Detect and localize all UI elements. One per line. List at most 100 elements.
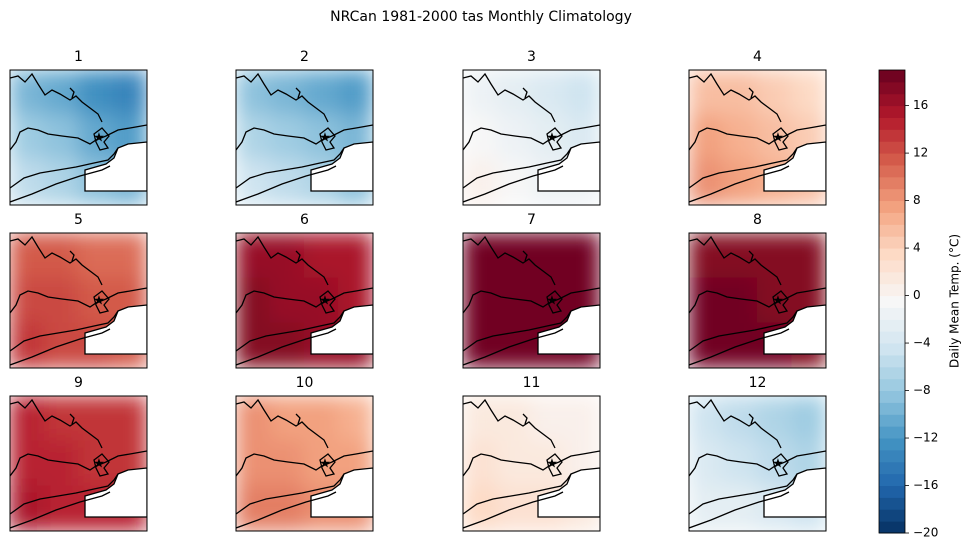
grid-cell — [10, 114, 45, 161]
colorbar-level — [879, 449, 905, 463]
panel-frame — [688, 69, 827, 206]
colorbar-frame — [878, 69, 906, 534]
colorbar-tick-label: 4 — [913, 241, 921, 255]
grid-cell — [463, 322, 498, 368]
city-marker: ★ — [772, 457, 784, 472]
panel-field: ★ — [10, 70, 147, 205]
colorbar-level — [879, 164, 905, 178]
coastline — [463, 287, 600, 314]
panel-frame — [9, 395, 148, 532]
colorbar-level — [879, 438, 905, 451]
grid-cell — [304, 233, 340, 279]
panel-title: 3 — [527, 49, 536, 65]
colorbar-level — [879, 176, 905, 190]
mask-region — [310, 141, 373, 192]
coastline — [236, 124, 373, 151]
coastline — [546, 290, 563, 314]
coastline — [295, 413, 301, 425]
coastline — [463, 235, 556, 286]
city-marker: ★ — [319, 294, 331, 309]
map-overlay: ★ — [236, 72, 373, 203]
grid-cell — [304, 396, 340, 442]
coastline — [236, 473, 345, 515]
grid-cell — [236, 322, 271, 368]
coastline — [236, 72, 329, 123]
grid-cell — [565, 396, 600, 442]
colorbar-level — [879, 295, 905, 308]
grid-cell — [236, 114, 271, 161]
coastline — [319, 290, 336, 314]
colorbar-tick-label: −20 — [913, 526, 938, 540]
colorbar-level — [879, 188, 905, 202]
mask-region — [84, 467, 147, 518]
colorbar-level — [879, 105, 905, 118]
colorbar-level — [879, 70, 905, 83]
colorbar-level — [879, 414, 905, 427]
grid-cell — [112, 233, 147, 279]
coastline — [689, 124, 826, 151]
panel-title: 4 — [753, 49, 762, 65]
city-marker: ★ — [319, 457, 331, 472]
mask-region — [763, 467, 826, 518]
grid-cell — [236, 485, 271, 531]
panel-field: ★ — [689, 233, 826, 368]
coastline — [10, 287, 147, 314]
panel-frame — [9, 232, 148, 369]
panel-title: 10 — [296, 375, 314, 391]
colorbar-level — [879, 343, 905, 356]
coastline — [319, 127, 336, 151]
coastline — [69, 413, 75, 425]
coastline — [93, 127, 110, 151]
map-overlay: ★ — [236, 235, 373, 366]
colorbar-tick-label: −16 — [913, 478, 938, 492]
map-overlay: ★ — [236, 398, 373, 529]
coastline — [10, 450, 147, 477]
coastline — [689, 310, 798, 352]
map-overlay: ★ — [10, 72, 147, 203]
grid-cell — [689, 277, 724, 324]
colorbar-level — [879, 248, 905, 261]
grid-cell — [78, 70, 114, 116]
grid-cell — [10, 440, 45, 487]
grid-cell — [236, 233, 271, 279]
panel-frame — [235, 395, 374, 532]
coastline — [319, 453, 336, 477]
coastline — [295, 250, 301, 262]
panel-field: ★ — [10, 396, 147, 531]
colorbar-level — [879, 212, 905, 225]
mask-region — [537, 304, 600, 355]
colorbar-tick-label: 0 — [913, 288, 921, 302]
panel-frame — [688, 395, 827, 532]
coastline — [69, 250, 75, 262]
grid-cell — [689, 440, 724, 487]
coastline — [772, 290, 789, 314]
coastline — [236, 235, 329, 286]
map-overlay: ★ — [689, 72, 826, 203]
coastline — [10, 124, 147, 151]
colorbar-level — [879, 366, 905, 380]
grid-cell — [304, 70, 340, 116]
panel-field: ★ — [10, 233, 147, 368]
coastline — [10, 310, 119, 352]
panel-field: ★ — [463, 396, 600, 531]
grid-cell — [236, 70, 271, 116]
panel-field: ★ — [689, 396, 826, 531]
colorbar-level — [879, 390, 905, 403]
colorbar-tick-label: −12 — [913, 431, 938, 445]
city-marker: ★ — [319, 131, 331, 146]
coastline — [463, 398, 556, 449]
map-overlay: ★ — [463, 398, 600, 529]
coastline — [10, 473, 119, 515]
grid-cell — [10, 70, 45, 116]
panel-frame — [235, 69, 374, 206]
grid-cell — [791, 233, 826, 279]
coastline — [689, 72, 782, 123]
colorbar-level — [879, 521, 905, 534]
coastline — [463, 450, 600, 477]
mask-region — [763, 304, 826, 355]
grid-cell — [463, 440, 498, 487]
mask-region — [84, 304, 147, 355]
colorbar-level — [879, 307, 905, 320]
panel-frame — [462, 232, 601, 369]
grid-cell — [463, 70, 498, 116]
